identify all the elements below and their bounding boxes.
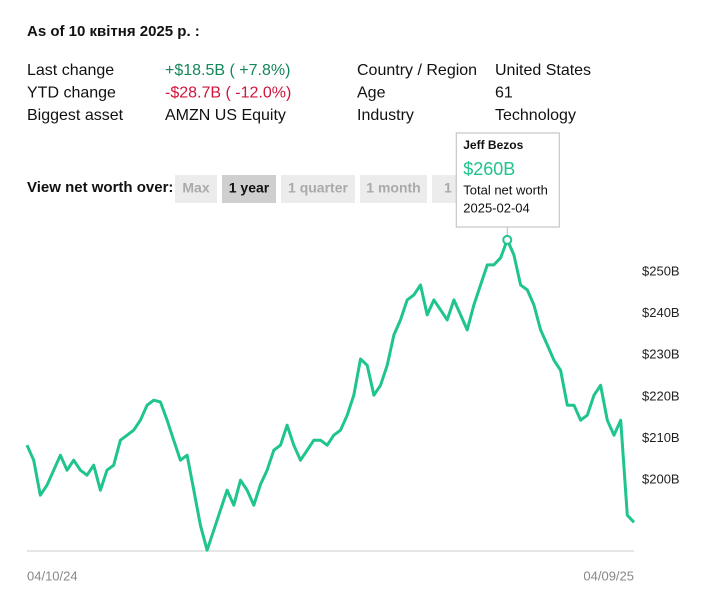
tooltip-date: 2025-02-04 xyxy=(463,200,530,215)
tooltip-label: Total net worth xyxy=(463,182,548,197)
tooltip-value: $260B xyxy=(463,159,515,179)
stat-value: AMZN US Equity xyxy=(165,107,286,124)
stat-value: 61 xyxy=(495,85,513,102)
stat-label: Last change xyxy=(27,62,114,79)
range-button[interactable] xyxy=(281,175,355,203)
stat-label: Age xyxy=(357,85,386,102)
stat-label: Country / Region xyxy=(357,62,477,79)
y-tick-label: $200B xyxy=(642,472,680,487)
y-tick-label: $210B xyxy=(642,430,680,445)
stat-value: Technology xyxy=(495,107,576,124)
stat-label: Industry xyxy=(357,107,414,124)
stat-label: YTD change xyxy=(27,85,116,102)
y-tick-label: $220B xyxy=(642,388,680,403)
range-button[interactable] xyxy=(222,175,276,203)
tooltip-name: Jeff Bezos xyxy=(463,138,523,152)
stat-label: Biggest asset xyxy=(27,107,124,124)
range-button[interactable] xyxy=(175,175,217,203)
stat-value: -$28.7B ( -12.0%) xyxy=(165,85,291,102)
as-of-date: As of 10 квітня 2025 р. : xyxy=(27,23,200,40)
stat-value: United States xyxy=(495,62,591,79)
y-tick-label: $250B xyxy=(642,263,680,278)
range-button[interactable] xyxy=(360,175,427,203)
range-button-label[interactable]: 1 month xyxy=(366,180,420,196)
net-worth-line xyxy=(25,238,636,552)
range-button-label[interactable]: Max xyxy=(182,180,209,196)
x-tick-label: 04/10/24 xyxy=(27,568,78,583)
x-tick-label: 04/09/25 xyxy=(583,568,634,583)
stat-value: +$18.5B ( +7.8%) xyxy=(165,62,290,79)
y-tick-label: $240B xyxy=(642,305,680,320)
hover-marker xyxy=(502,234,513,245)
y-tick-label: $230B xyxy=(642,347,680,362)
range-button-label[interactable]: 1 quarter xyxy=(288,180,348,196)
range-button-label[interactable]: 1 year xyxy=(229,180,270,196)
range-label: View net worth over: xyxy=(27,179,173,196)
